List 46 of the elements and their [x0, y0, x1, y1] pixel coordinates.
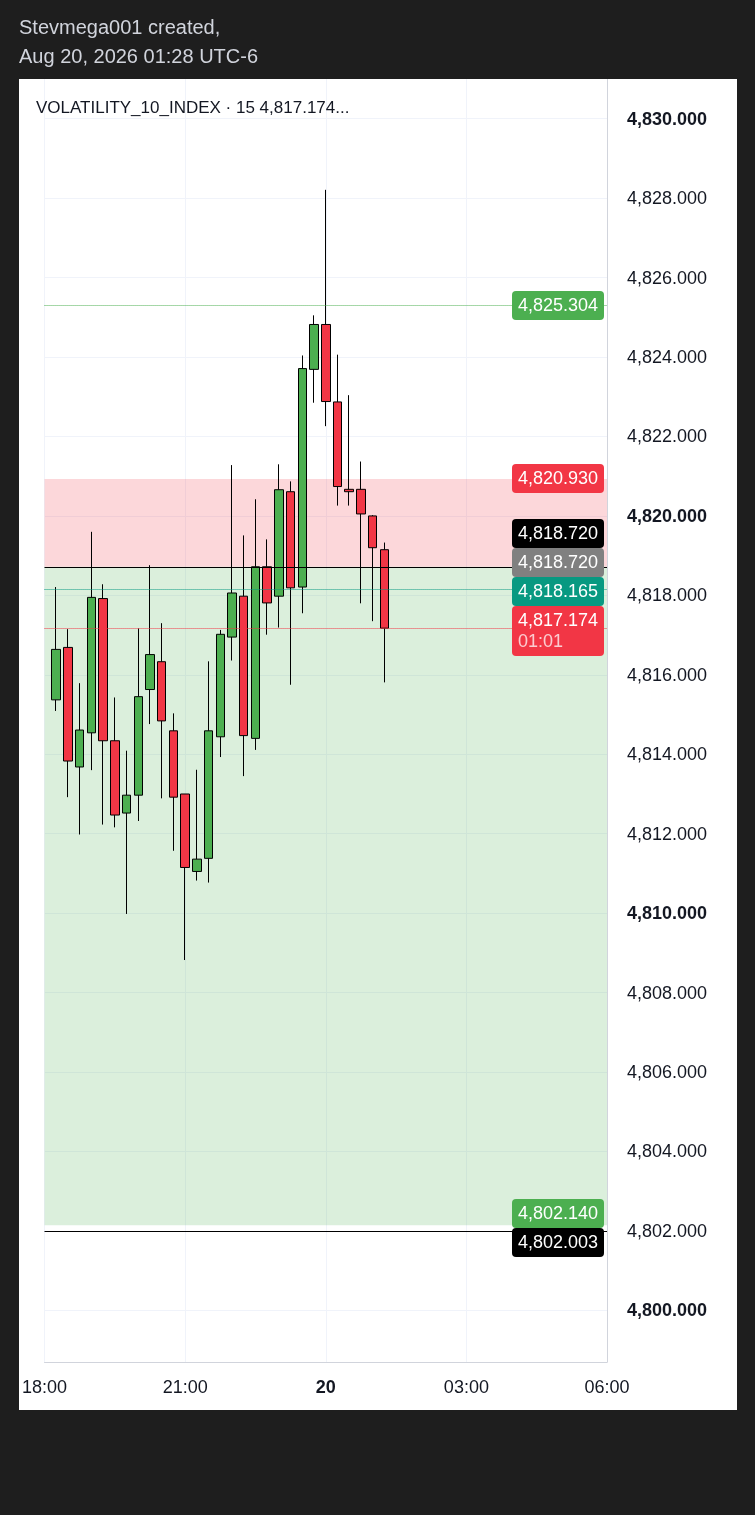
candlestick — [122, 750, 131, 915]
y-tick-label: 4,806.000 — [627, 1062, 708, 1083]
candlestick — [204, 660, 213, 884]
y-tick-label: 4,824.000 — [627, 347, 708, 368]
text: Stevmega001 created, — [19, 15, 222, 40]
candlestick — [321, 189, 331, 427]
band-label: 4,802.140 — [517, 1203, 598, 1225]
band-label: 4,820.930 — [517, 468, 598, 490]
y-tick-label: 4,812.000 — [627, 823, 708, 844]
candlestick — [110, 696, 120, 828]
candlestick — [192, 769, 202, 882]
y-tick-label: 4,822.000 — [627, 426, 708, 447]
y-tick-label: 4,802.000 — [627, 1220, 708, 1241]
text: Aug 20, 2026 01:28 UTC-6 — [19, 44, 259, 69]
ref-line-label: 4,825.304 — [517, 294, 598, 316]
candlestick — [134, 627, 143, 822]
x-tick-label: 21:00 — [162, 1377, 208, 1397]
y-tick-label: 4,810.000 — [627, 903, 708, 924]
x-tick-label: 18:00 — [22, 1377, 68, 1397]
y-tick-label: 4,818.000 — [627, 585, 708, 606]
x-tick-label: 06:00 — [584, 1377, 630, 1397]
x-tick-label: 03:00 — [443, 1377, 489, 1397]
y-tick-label: 4,830.000 — [627, 108, 708, 129]
y-tick-label: 4,826.000 — [627, 267, 708, 288]
y-tick-label: 4,808.000 — [627, 982, 708, 1003]
ref-line-label: 4,818.165 — [517, 581, 598, 603]
x-tick-label: 20 — [315, 1377, 336, 1397]
y-tick-label: 4,828.000 — [627, 188, 708, 209]
candlestick — [333, 354, 342, 507]
ref-line-label: 4,818.720 — [517, 523, 598, 545]
candlestick — [309, 314, 319, 404]
y-tick-label: 4,816.000 — [627, 664, 708, 685]
candlestick — [169, 712, 178, 852]
candlestick — [216, 629, 225, 758]
ref-line-label: 4,802.003 — [517, 1232, 598, 1254]
annotation: 4,818.720 — [517, 552, 598, 574]
candlestick — [75, 682, 84, 835]
candlestick — [51, 586, 61, 712]
y-tick-label: 4,814.000 — [627, 744, 708, 765]
y-tick-label: 4,820.000 — [627, 505, 708, 526]
candlestick — [344, 394, 354, 507]
y-tick-label: 4,804.000 — [627, 1141, 708, 1162]
text: VOLATILITY_10_INDEX · 15 4,817.174... — [36, 98, 350, 117]
ref-line-label: 4,817.174 01:01 — [517, 610, 598, 653]
y-tick-label: 4,800.000 — [627, 1300, 708, 1321]
candlestick — [180, 793, 190, 961]
